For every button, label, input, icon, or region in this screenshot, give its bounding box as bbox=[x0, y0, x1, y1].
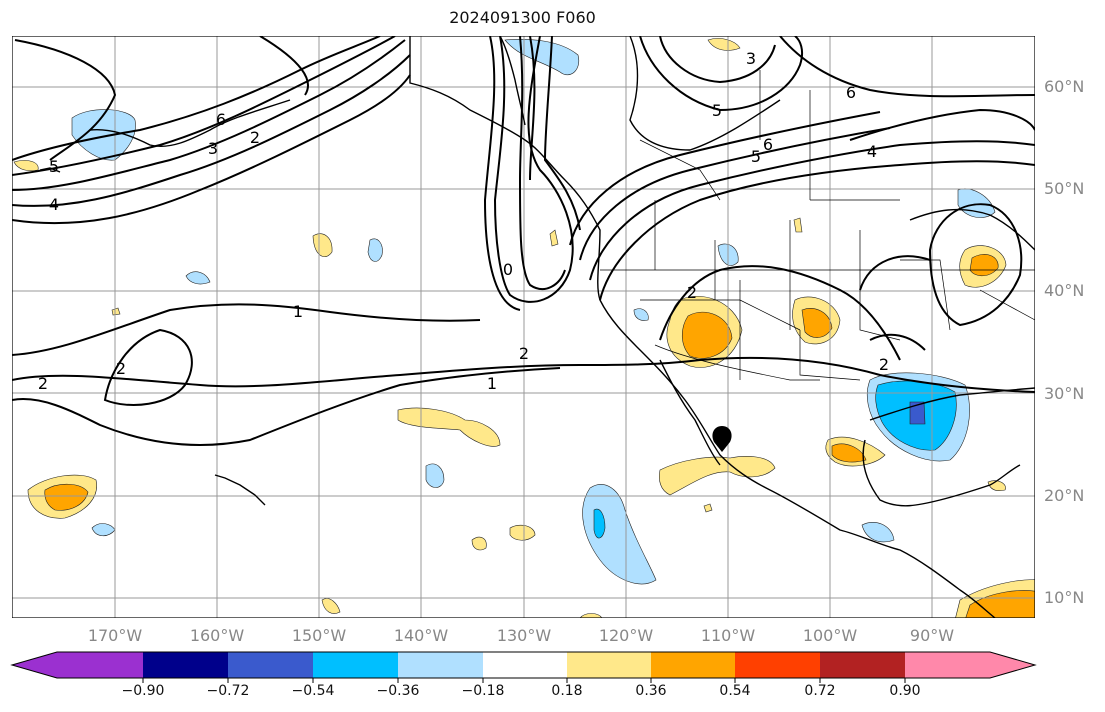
lon-label: 140°W bbox=[393, 626, 449, 645]
negative-anomaly-region bbox=[425, 463, 445, 488]
contour-label: 2 bbox=[38, 374, 48, 393]
lon-label: 160°W bbox=[189, 626, 245, 645]
lat-label: 20°N bbox=[1044, 486, 1085, 505]
negative-anomaly-region bbox=[582, 484, 657, 585]
negative-anomaly-region bbox=[909, 401, 926, 425]
negative-anomaly-region bbox=[861, 521, 895, 543]
positive-anomaly-region bbox=[44, 483, 89, 511]
contour-label: 2 bbox=[519, 344, 529, 363]
colorbar-tick-label: 0.72 bbox=[804, 683, 836, 699]
lon-label: 120°W bbox=[598, 626, 654, 645]
lat-label: 50°N bbox=[1044, 179, 1085, 198]
storm-center-marker bbox=[712, 426, 732, 452]
lon-label: 100°W bbox=[802, 626, 858, 645]
contour-label: 1 bbox=[293, 302, 303, 321]
colorbar-tick-label: 0.36 bbox=[635, 683, 667, 699]
colorbar-tick-label: −0.72 bbox=[206, 683, 250, 699]
contour-label: 5 bbox=[751, 147, 761, 166]
positive-anomaly-region bbox=[793, 217, 803, 233]
contour-label: 3 bbox=[746, 49, 756, 68]
negative-anomaly-region bbox=[367, 238, 383, 262]
colorbar-tick-label: −0.36 bbox=[376, 683, 420, 699]
contour-label: 2 bbox=[250, 128, 260, 147]
positive-anomaly-region bbox=[831, 443, 867, 463]
contour-label: 6 bbox=[763, 135, 773, 154]
positive-anomaly-region bbox=[965, 590, 1035, 618]
positive-anomaly-region bbox=[707, 38, 741, 51]
graticule bbox=[12, 36, 1035, 618]
positive-anomaly-region bbox=[312, 233, 333, 257]
negative-anomaly-region bbox=[185, 271, 211, 285]
political-boundaries bbox=[600, 70, 1035, 381]
contour-label: 4 bbox=[867, 142, 877, 161]
colorbar-segment bbox=[228, 652, 313, 678]
colorbar-tick-label: −0.54 bbox=[291, 683, 335, 699]
colorbar-tick-label: 0.18 bbox=[551, 683, 583, 699]
contour-label: 0 bbox=[503, 260, 513, 279]
colorbar-segment bbox=[313, 652, 398, 678]
contour-label: 6 bbox=[846, 83, 856, 102]
contour-label: 3 bbox=[208, 139, 218, 158]
contour-label: 5 bbox=[49, 157, 59, 176]
negative-anomaly-region bbox=[633, 308, 649, 321]
colorbar-segment bbox=[567, 652, 651, 678]
colorbar-segment bbox=[651, 652, 735, 678]
colorbar bbox=[10, 651, 1037, 683]
lon-label: 130°W bbox=[496, 626, 552, 645]
positive-anomaly-region bbox=[111, 307, 121, 316]
positive-anomaly-region bbox=[659, 456, 776, 496]
positive-anomaly-region bbox=[509, 524, 536, 541]
colorbar-segment bbox=[398, 652, 483, 678]
positive-anomaly-region bbox=[549, 229, 559, 247]
lon-label: 90°W bbox=[909, 626, 955, 645]
lon-label: 170°W bbox=[87, 626, 143, 645]
lat-label: 10°N bbox=[1044, 588, 1085, 607]
lat-label: 60°N bbox=[1044, 77, 1085, 96]
positive-anomaly-region bbox=[703, 503, 713, 513]
colorbar-segment bbox=[735, 652, 820, 678]
positive-anomaly-region bbox=[969, 254, 999, 277]
contour-label: 1 bbox=[487, 374, 497, 393]
contour-label: 2 bbox=[879, 355, 889, 374]
contour-label: 2 bbox=[116, 359, 126, 378]
contour-label: 6 bbox=[216, 110, 226, 129]
colorbar-tick-label: 0.90 bbox=[889, 683, 921, 699]
positive-anomaly-region bbox=[471, 536, 487, 551]
colorbar-segment bbox=[820, 652, 905, 678]
contour-lines bbox=[12, 36, 1035, 446]
colorbar-segment bbox=[143, 652, 228, 678]
colorbar-tick-label: −0.18 bbox=[461, 683, 505, 699]
map-title: 2024091300 F060 bbox=[449, 8, 596, 27]
lat-label: 40°N bbox=[1044, 281, 1085, 300]
colorbar-extend-high bbox=[990, 652, 1035, 678]
colorbar-segment bbox=[57, 652, 143, 678]
contour-label: 2 bbox=[687, 283, 697, 302]
positive-anomaly-region bbox=[397, 407, 501, 447]
contour-label: 4 bbox=[49, 195, 59, 214]
positive-anomaly-region bbox=[13, 160, 39, 172]
negative-anomaly-region bbox=[504, 39, 580, 76]
lon-label: 150°W bbox=[291, 626, 347, 645]
positive-anomaly-region bbox=[801, 308, 833, 338]
lon-label: 110°W bbox=[700, 626, 756, 645]
negative-anomaly-region bbox=[593, 508, 606, 539]
contour-label: 5 bbox=[712, 101, 722, 120]
colorbar-tick-label: 0.54 bbox=[719, 683, 751, 699]
colorbar-extend-low bbox=[12, 652, 57, 678]
lat-label: 30°N bbox=[1044, 384, 1085, 403]
positive-anomaly-region bbox=[681, 311, 733, 359]
shaded-anomaly-fields bbox=[13, 38, 1035, 618]
colorbar-tick-label: −0.90 bbox=[121, 683, 165, 699]
colorbar-segment bbox=[483, 652, 567, 678]
colorbar-segment bbox=[905, 652, 990, 678]
positive-anomaly-region bbox=[321, 598, 341, 614]
